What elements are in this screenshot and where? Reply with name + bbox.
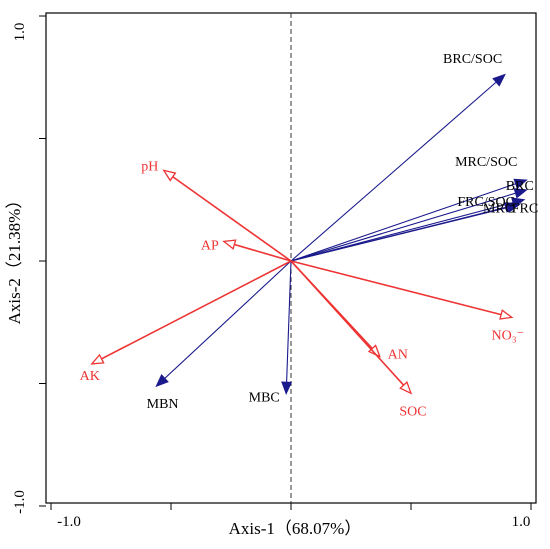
vector-label-frc-soc: FRC/SOC <box>457 195 515 210</box>
vector-line-ak <box>101 260 292 360</box>
arrowhead-ap <box>222 239 237 250</box>
arrowhead-ak <box>90 353 105 365</box>
vector-line-frc-soc <box>290 190 524 262</box>
vector-line-frc <box>290 204 517 262</box>
vector-line-ap <box>234 243 292 262</box>
arrowhead-mbc <box>281 381 293 396</box>
vector-label-mbc: MBC <box>249 390 280 405</box>
arrowhead-soc <box>399 380 413 395</box>
vector-line-mbn <box>158 260 292 385</box>
vector-label-frc: FRC <box>512 202 538 217</box>
vector-label-mrc: MRC <box>483 202 514 217</box>
arrowhead-mbn <box>155 374 169 388</box>
vector-line-soc <box>290 260 405 386</box>
vector-label-brc-soc: BRC/SOC <box>443 52 502 67</box>
vector-label-mrc-soc: MRC/SOC <box>455 155 517 170</box>
x-axis-title: Axis-1（68.07%） <box>229 519 362 538</box>
axis-ticks: -1.0 1.0 1.0 -1.0 <box>12 15 532 530</box>
vector-line-ph <box>172 176 292 262</box>
vector-line-brc-soc <box>290 76 503 262</box>
x-tick-label: -1.0 <box>57 514 81 530</box>
arrowhead-no <box>499 309 514 320</box>
vector-label-mbn: MBN <box>147 397 179 412</box>
vector-line-no <box>290 260 502 316</box>
vector-label-ak: AK <box>80 369 100 384</box>
x-tick-label: 1.0 <box>512 514 531 530</box>
y-tick-label: 1.0 <box>12 23 28 42</box>
arrowhead-frc <box>506 202 521 213</box>
vectors <box>90 73 528 396</box>
arrowhead-ph <box>162 169 177 182</box>
arrowhead-mrc-soc <box>513 178 528 190</box>
arrowhead-frc-soc <box>513 188 528 199</box>
vector-label-ph: pH <box>141 159 158 174</box>
vector-label-an: AN <box>388 348 408 363</box>
y-axis-title: Axis-2（21.38%） <box>5 192 24 325</box>
y-tick-label: -1.0 <box>12 490 28 514</box>
vector-label-no: NO₃⁻ <box>492 328 525 343</box>
arrowhead-brc-soc <box>492 73 506 87</box>
vector-line-mbc <box>285 260 292 391</box>
vector-label-soc: SOC <box>399 404 426 419</box>
vector-label-ap: AP <box>201 238 219 253</box>
vector-label-brc: BRC <box>506 179 534 194</box>
vector-line-mrc-soc <box>290 180 524 262</box>
